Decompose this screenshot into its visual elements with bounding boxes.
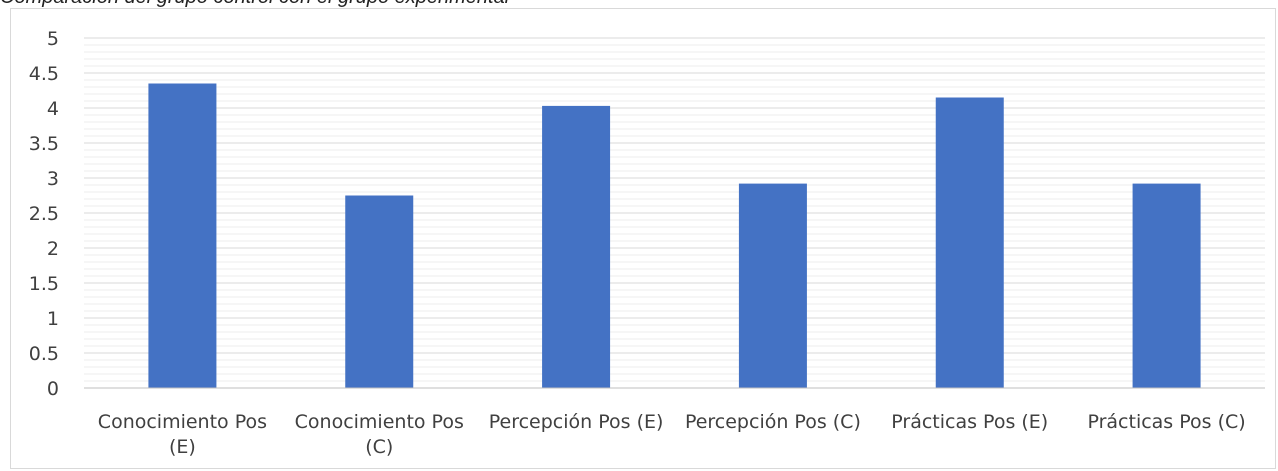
bar — [935, 97, 1004, 388]
y-tick-label: 2.5 — [29, 203, 59, 225]
y-tick-label: 4 — [47, 98, 59, 120]
y-tick-label: 0 — [47, 378, 59, 400]
bar — [738, 183, 807, 388]
bar — [542, 105, 611, 389]
x-tick-label: Prácticas Pos (C) — [1087, 411, 1245, 433]
y-tick-label: 3.5 — [29, 133, 59, 155]
y-axis-ticks: 0 0.5 1 1.5 2 2.5 3 3.5 4 4.5 5 — [29, 28, 59, 400]
y-tick-label: 0.5 — [29, 343, 59, 365]
y-tick-label: 4.5 — [29, 63, 59, 85]
y-tick-label: 2 — [47, 238, 59, 260]
x-axis-labels: Conocimiento Pos (E) Conocimiento Pos (C) Pe… — [98, 411, 1246, 458]
grid-lines — [84, 37, 1265, 382]
x-tick-label: Conocimiento Pos (C) — [295, 411, 464, 458]
y-tick-label: 3 — [47, 168, 59, 190]
bars — [148, 83, 1201, 389]
figure-caption: Comparación del grupo control con el gru… — [0, 0, 1278, 10]
bar — [148, 83, 217, 388]
x-tick-label: Prácticas Pos (E) — [891, 411, 1048, 433]
bar — [345, 195, 414, 388]
x-tick-label: Percepción Pos (E) — [489, 411, 664, 433]
x-tick-label: Conocimiento Pos (E) — [98, 411, 267, 458]
x-tick-label: Percepción Pos (C) — [685, 411, 861, 433]
chart-frame — [10, 8, 1276, 469]
y-tick-label: 1.5 — [29, 273, 59, 295]
y-tick-label: 5 — [47, 28, 59, 50]
bar — [1132, 183, 1201, 388]
y-tick-label: 1 — [47, 308, 59, 330]
